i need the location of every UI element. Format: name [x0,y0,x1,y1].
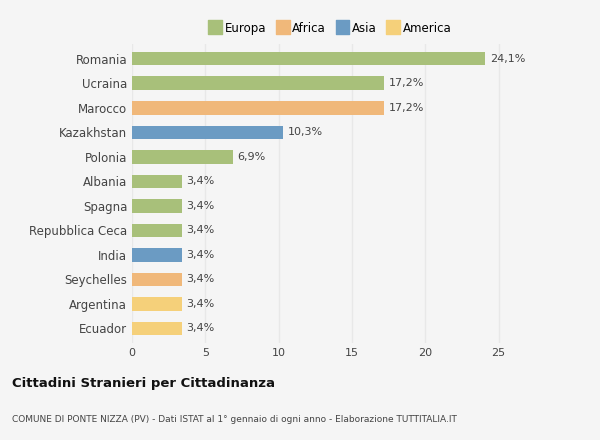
Bar [132,322,182,335]
Bar [132,199,182,213]
Text: 3,4%: 3,4% [186,299,215,309]
Text: 24,1%: 24,1% [490,54,525,64]
Bar [132,52,485,66]
Text: 17,2%: 17,2% [389,78,424,88]
Bar [132,273,182,286]
Bar [132,248,182,262]
Text: 3,4%: 3,4% [186,225,215,235]
Bar [132,175,182,188]
Text: Cittadini Stranieri per Cittadinanza: Cittadini Stranieri per Cittadinanza [12,377,275,390]
Text: 3,4%: 3,4% [186,323,215,334]
Bar [132,125,283,139]
Text: COMUNE DI PONTE NIZZA (PV) - Dati ISTAT al 1° gennaio di ogni anno - Elaborazion: COMUNE DI PONTE NIZZA (PV) - Dati ISTAT … [12,415,457,425]
Bar [132,297,182,311]
Bar [132,224,182,237]
Bar [132,150,233,164]
Bar [132,101,384,114]
Text: 3,4%: 3,4% [186,250,215,260]
Legend: Europa, Africa, Asia, America: Europa, Africa, Asia, America [206,20,454,38]
Text: 6,9%: 6,9% [238,152,266,162]
Text: 3,4%: 3,4% [186,176,215,186]
Text: 3,4%: 3,4% [186,275,215,284]
Text: 10,3%: 10,3% [287,127,323,137]
Text: 3,4%: 3,4% [186,201,215,211]
Text: 17,2%: 17,2% [389,103,424,113]
Bar [132,77,384,90]
